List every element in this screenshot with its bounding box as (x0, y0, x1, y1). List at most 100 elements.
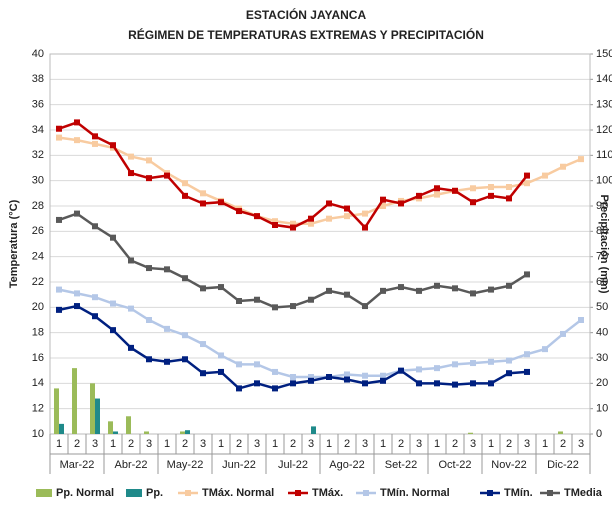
marker (128, 153, 134, 160)
x-tick-label: 2 (236, 438, 242, 450)
marker (200, 190, 206, 197)
marker (290, 303, 296, 310)
marker (380, 287, 386, 294)
marker (326, 215, 332, 222)
x-tick-label: 2 (452, 438, 458, 450)
marker (164, 358, 170, 365)
marker (470, 360, 476, 367)
marker (290, 374, 296, 380)
marker (200, 200, 206, 207)
marker (434, 365, 440, 372)
marker (164, 172, 170, 179)
marker (524, 172, 530, 179)
marker (182, 192, 188, 199)
marker (416, 192, 422, 199)
marker (92, 294, 98, 301)
x-tick-label: 1 (218, 438, 224, 450)
marker (398, 200, 404, 207)
x-tick-label: 3 (200, 438, 206, 450)
marker (398, 367, 404, 374)
marker (74, 210, 80, 217)
marker (308, 374, 314, 380)
x-tick-label: 1 (326, 438, 332, 450)
x-tick-label: 3 (308, 438, 314, 450)
marker (128, 170, 134, 177)
marker (308, 377, 314, 384)
y2-tick-label: 40 (596, 327, 608, 339)
marker (470, 380, 476, 387)
y2-axis-title: Precipitación (mm) (598, 194, 610, 293)
y2-tick-label: 70 (596, 251, 608, 263)
y2-tick-label: 150 (596, 48, 612, 60)
marker (218, 199, 224, 206)
marker (74, 290, 80, 297)
line (58, 288, 582, 379)
x-tick-label: 1 (272, 438, 278, 450)
bar (185, 430, 190, 434)
marker (452, 381, 458, 388)
marker (272, 304, 278, 311)
marker (92, 133, 98, 140)
y-tick-label: 36 (32, 99, 44, 111)
marker (326, 200, 332, 207)
marker (452, 285, 458, 292)
marker (272, 218, 278, 225)
marker (290, 220, 296, 227)
legend-label: Pp. (146, 487, 163, 499)
marker (416, 380, 422, 387)
y-tick-label: 32 (32, 149, 44, 161)
x-tick-label: 3 (524, 438, 530, 450)
marker (272, 385, 278, 392)
y-tick-label: 12 (32, 403, 44, 415)
marker (146, 265, 152, 272)
bar (113, 431, 118, 434)
y2-tick-label: 10 (596, 403, 608, 415)
marker (542, 172, 548, 179)
marker (470, 290, 476, 297)
y2-tick-label: 50 (596, 301, 608, 313)
marker (56, 134, 62, 141)
marker (290, 380, 296, 387)
chart-title: ESTACIÓN JAYANCA (246, 7, 367, 22)
y-tick-label: 20 (32, 301, 44, 313)
y-tick-label: 38 (32, 73, 44, 85)
marker (362, 224, 368, 231)
y-tick-label: 24 (32, 251, 44, 263)
legend-label: TMín. (504, 487, 533, 499)
marker (362, 380, 368, 387)
marker (416, 366, 422, 373)
legend-label: TMáx. Normal (202, 487, 274, 499)
x-tick-label: 3 (254, 438, 260, 450)
x-tick-label: 3 (146, 438, 152, 450)
marker (380, 196, 386, 203)
marker (308, 215, 314, 222)
marker (344, 205, 350, 212)
marker (128, 344, 134, 351)
y-axis-title: Temperatura (°C) (8, 199, 20, 288)
marker (56, 125, 62, 132)
legend-label: Pp. Normal (56, 487, 114, 499)
marker (236, 361, 242, 368)
marker (146, 317, 152, 323)
x-group-label: Abr-22 (114, 459, 147, 471)
x-group-label: Jul-22 (278, 459, 308, 471)
marker (362, 372, 368, 379)
marker (380, 372, 386, 379)
marker (56, 286, 62, 293)
marker (506, 282, 512, 289)
x-group-label: Mar-22 (60, 459, 95, 471)
marker (488, 358, 494, 365)
x-group-label: Ago-22 (329, 459, 364, 471)
marker (236, 208, 242, 215)
marker (308, 220, 314, 227)
legend-swatch (36, 489, 52, 497)
x-tick-label: 1 (164, 438, 170, 450)
marker (290, 224, 296, 231)
marker (344, 376, 350, 383)
marker (182, 275, 188, 282)
marker (416, 287, 422, 294)
x-tick-label: 1 (434, 438, 440, 450)
marker (146, 157, 152, 164)
marker (560, 163, 566, 170)
